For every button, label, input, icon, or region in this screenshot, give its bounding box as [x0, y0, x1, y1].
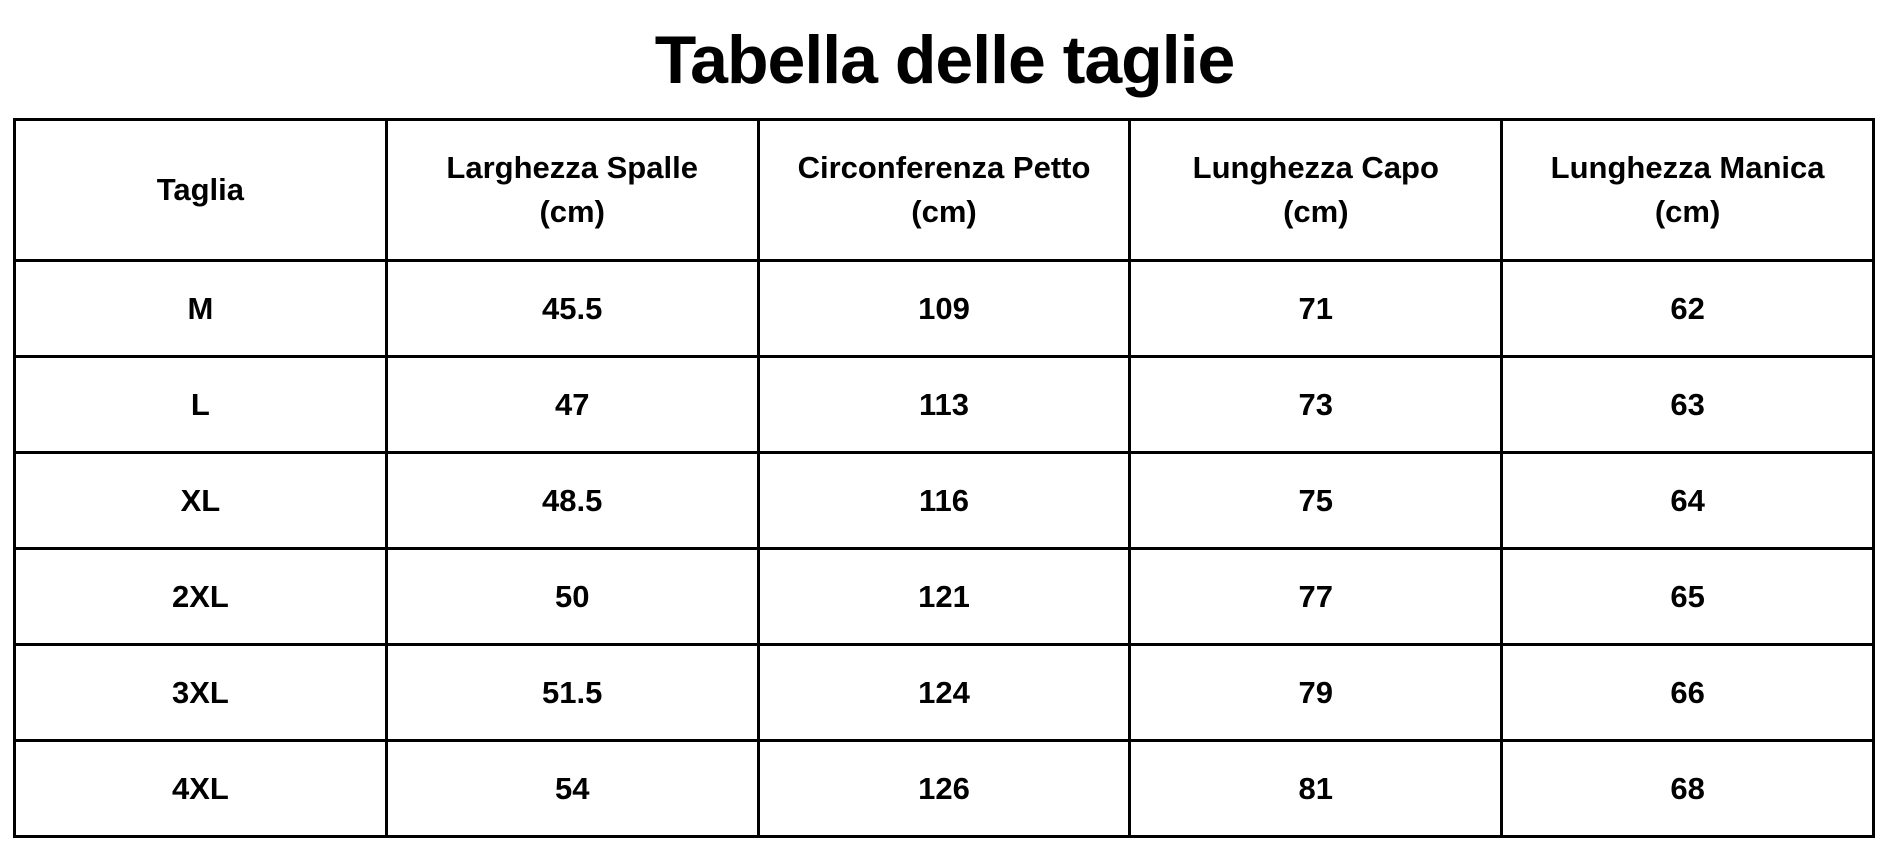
measurement-cell: 47: [384, 355, 760, 454]
measurement-cell: 75: [1128, 451, 1504, 550]
measurement-cell: 79: [1128, 643, 1504, 742]
measurement-cell: 71: [1128, 259, 1504, 358]
size-cell: 4XL: [13, 739, 388, 838]
table-row: XL 48.5 116 75 64: [13, 451, 1875, 550]
column-header: Taglia: [13, 118, 388, 262]
measurement-cell: 68: [1500, 739, 1875, 838]
table-row: L 47 113 73 63: [13, 355, 1875, 454]
measurement-cell: 63: [1500, 355, 1875, 454]
measurement-cell: 81: [1128, 739, 1504, 838]
measurement-cell: 113: [756, 355, 1132, 454]
column-header-label: Larghezza Spalle: [446, 150, 698, 185]
measurement-cell: 126: [756, 739, 1132, 838]
column-header-unit: (cm): [911, 194, 977, 229]
column-header-label: Taglia: [156, 172, 245, 207]
measurement-cell: 45.5: [384, 259, 760, 358]
measurement-cell: 116: [756, 451, 1132, 550]
column-header-unit: (cm): [539, 194, 605, 229]
measurement-cell: 77: [1128, 547, 1504, 646]
measurement-cell: 73: [1128, 355, 1504, 454]
measurement-cell: 66: [1500, 643, 1875, 742]
column-header-unit: (cm): [1654, 194, 1721, 229]
column-header: Lunghezza Manica (cm): [1500, 118, 1875, 262]
column-header-label: Lunghezza Capo: [1192, 150, 1439, 185]
size-chart-table: Taglia Larghezza Spalle (cm) Circonferenza …: [13, 118, 1875, 838]
size-cell: M: [13, 259, 388, 358]
measurement-cell: 121: [756, 547, 1132, 646]
measurement-cell: 109: [756, 259, 1132, 358]
measurement-cell: 64: [1500, 451, 1875, 550]
page-title: Tabella delle taglie: [654, 22, 1236, 98]
size-cell: L: [13, 355, 388, 454]
table-row: 2XL 50 121 77 65: [13, 547, 1875, 646]
column-header-label: Circonferenza Petto: [797, 150, 1091, 185]
measurement-cell: 51.5: [384, 643, 760, 742]
table-row: 4XL 54 126 81 68: [13, 739, 1875, 838]
column-header: Larghezza Spalle (cm): [384, 118, 760, 262]
size-cell: 3XL: [13, 643, 388, 742]
size-cell: 2XL: [13, 547, 388, 646]
measurement-cell: 50: [384, 547, 760, 646]
measurement-cell: 54: [384, 739, 760, 838]
measurement-cell: 124: [756, 643, 1132, 742]
measurement-cell: 62: [1500, 259, 1875, 358]
column-header-unit: (cm): [1283, 194, 1349, 229]
measurement-cell: 65: [1500, 547, 1875, 646]
table-row: M 45.5 109 71 62: [13, 259, 1875, 358]
column-header: Circonferenza Petto (cm): [756, 118, 1132, 262]
header-row: Taglia Larghezza Spalle (cm) Circonferenza …: [13, 118, 1875, 262]
column-header-label: Lunghezza Manica: [1550, 150, 1825, 185]
measurement-cell: 48.5: [384, 451, 760, 550]
column-header: Lunghezza Capo (cm): [1128, 118, 1504, 262]
size-cell: XL: [13, 451, 388, 550]
table-row: 3XL 51.5 124 79 66: [13, 643, 1875, 742]
